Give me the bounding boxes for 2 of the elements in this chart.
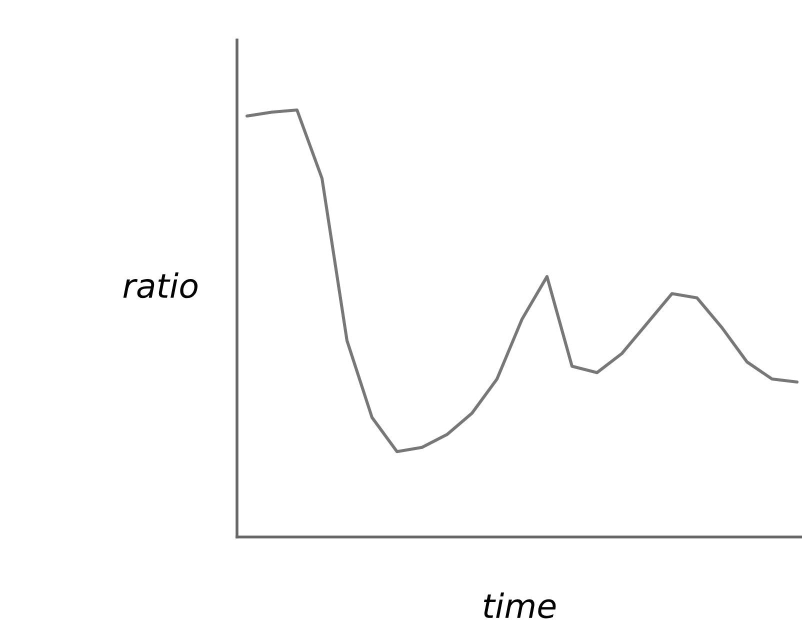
y-axis-title: ratio bbox=[123, 272, 198, 298]
x-axis-title: time bbox=[484, 592, 556, 618]
